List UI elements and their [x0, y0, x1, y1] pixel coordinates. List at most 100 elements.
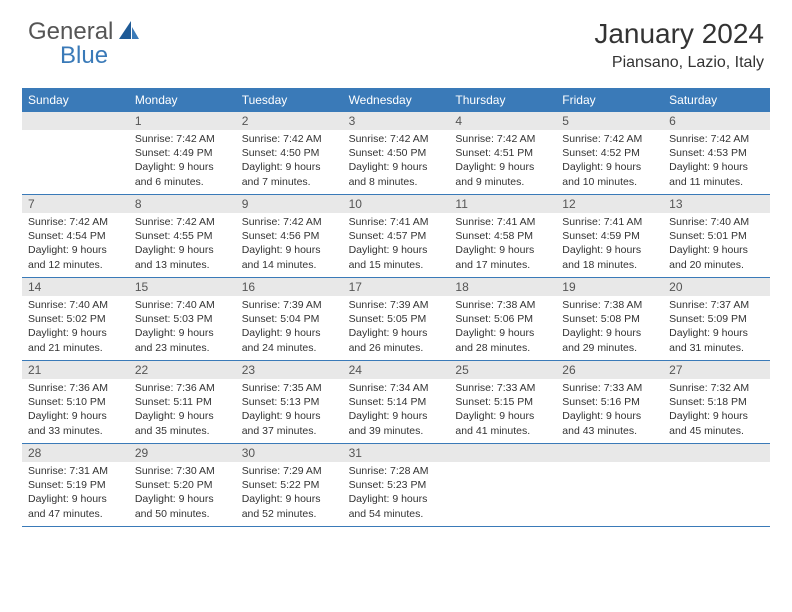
day-daylight1: Daylight: 9 hours: [349, 409, 444, 423]
day-daylight2: and 29 minutes.: [562, 341, 657, 355]
day-daylight2: and 17 minutes.: [455, 258, 550, 272]
day-number: 15: [129, 278, 236, 296]
day-number: 12: [556, 195, 663, 213]
day-sunset: Sunset: 5:16 PM: [562, 395, 657, 409]
day-daylight1: Daylight: 9 hours: [669, 160, 764, 174]
day-sunrise: Sunrise: 7:41 AM: [562, 215, 657, 229]
day-sunset: Sunset: 5:13 PM: [242, 395, 337, 409]
day-header-friday: Friday: [556, 88, 663, 112]
day-info: Sunrise: 7:31 AMSunset: 5:19 PMDaylight:…: [22, 462, 129, 523]
day-sunset: Sunset: 5:11 PM: [135, 395, 230, 409]
day-info: Sunrise: 7:41 AMSunset: 4:58 PMDaylight:…: [449, 213, 556, 274]
day-daylight1: Daylight: 9 hours: [28, 326, 123, 340]
day-number: 11: [449, 195, 556, 213]
day-info: Sunrise: 7:42 AMSunset: 4:52 PMDaylight:…: [556, 130, 663, 191]
day-sunrise: Sunrise: 7:31 AM: [28, 464, 123, 478]
day-daylight1: Daylight: 9 hours: [455, 326, 550, 340]
day-sunset: Sunset: 4:58 PM: [455, 229, 550, 243]
day-sunset: Sunset: 5:08 PM: [562, 312, 657, 326]
day-sunset: Sunset: 4:55 PM: [135, 229, 230, 243]
day-sunrise: Sunrise: 7:35 AM: [242, 381, 337, 395]
day-daylight1: Daylight: 9 hours: [455, 243, 550, 257]
day-daylight1: Daylight: 9 hours: [135, 243, 230, 257]
weeks-container: 1Sunrise: 7:42 AMSunset: 4:49 PMDaylight…: [22, 112, 770, 527]
day-daylight1: Daylight: 9 hours: [455, 409, 550, 423]
day-info: Sunrise: 7:42 AMSunset: 4:53 PMDaylight:…: [663, 130, 770, 191]
day-daylight2: and 6 minutes.: [135, 175, 230, 189]
day-daylight1: Daylight: 9 hours: [135, 492, 230, 506]
day-info: Sunrise: 7:30 AMSunset: 5:20 PMDaylight:…: [129, 462, 236, 523]
day-cell: 7Sunrise: 7:42 AMSunset: 4:54 PMDaylight…: [22, 195, 129, 277]
day-number: 20: [663, 278, 770, 296]
day-cell: 31Sunrise: 7:28 AMSunset: 5:23 PMDayligh…: [343, 444, 450, 526]
calendar: Sunday Monday Tuesday Wednesday Thursday…: [22, 88, 770, 527]
day-daylight1: Daylight: 9 hours: [455, 160, 550, 174]
day-cell: 12Sunrise: 7:41 AMSunset: 4:59 PMDayligh…: [556, 195, 663, 277]
day-cell: 16Sunrise: 7:39 AMSunset: 5:04 PMDayligh…: [236, 278, 343, 360]
header: General Blue January 2024 Piansano, Lazi…: [0, 0, 792, 80]
day-daylight2: and 31 minutes.: [669, 341, 764, 355]
title-block: January 2024 Piansano, Lazio, Italy: [594, 18, 764, 72]
day-number: 1: [129, 112, 236, 130]
day-cell: 14Sunrise: 7:40 AMSunset: 5:02 PMDayligh…: [22, 278, 129, 360]
day-sunset: Sunset: 5:15 PM: [455, 395, 550, 409]
logo: General Blue: [28, 18, 143, 46]
day-sunrise: Sunrise: 7:38 AM: [562, 298, 657, 312]
day-sunset: Sunset: 5:01 PM: [669, 229, 764, 243]
day-daylight2: and 8 minutes.: [349, 175, 444, 189]
day-sunrise: Sunrise: 7:32 AM: [669, 381, 764, 395]
day-number-empty: [22, 112, 129, 130]
day-daylight2: and 47 minutes.: [28, 507, 123, 521]
day-number: 10: [343, 195, 450, 213]
day-cell: 4Sunrise: 7:42 AMSunset: 4:51 PMDaylight…: [449, 112, 556, 194]
day-sunset: Sunset: 4:52 PM: [562, 146, 657, 160]
day-number: 24: [343, 361, 450, 379]
day-number: 19: [556, 278, 663, 296]
day-cell: 20Sunrise: 7:37 AMSunset: 5:09 PMDayligh…: [663, 278, 770, 360]
day-sunset: Sunset: 5:14 PM: [349, 395, 444, 409]
day-number: 18: [449, 278, 556, 296]
day-daylight1: Daylight: 9 hours: [28, 492, 123, 506]
day-info: Sunrise: 7:36 AMSunset: 5:11 PMDaylight:…: [129, 379, 236, 440]
day-daylight2: and 26 minutes.: [349, 341, 444, 355]
day-info: Sunrise: 7:35 AMSunset: 5:13 PMDaylight:…: [236, 379, 343, 440]
day-info: Sunrise: 7:38 AMSunset: 5:08 PMDaylight:…: [556, 296, 663, 357]
day-sunset: Sunset: 5:03 PM: [135, 312, 230, 326]
day-daylight2: and 39 minutes.: [349, 424, 444, 438]
day-cell: 10Sunrise: 7:41 AMSunset: 4:57 PMDayligh…: [343, 195, 450, 277]
day-daylight2: and 24 minutes.: [242, 341, 337, 355]
day-sunrise: Sunrise: 7:33 AM: [562, 381, 657, 395]
day-header-thursday: Thursday: [449, 88, 556, 112]
day-cell: [556, 444, 663, 526]
day-header-monday: Monday: [129, 88, 236, 112]
day-daylight2: and 33 minutes.: [28, 424, 123, 438]
day-sunrise: Sunrise: 7:40 AM: [135, 298, 230, 312]
day-cell: 24Sunrise: 7:34 AMSunset: 5:14 PMDayligh…: [343, 361, 450, 443]
day-cell: [449, 444, 556, 526]
day-sunset: Sunset: 4:59 PM: [562, 229, 657, 243]
day-sunrise: Sunrise: 7:33 AM: [455, 381, 550, 395]
day-sunrise: Sunrise: 7:42 AM: [669, 132, 764, 146]
day-cell: 22Sunrise: 7:36 AMSunset: 5:11 PMDayligh…: [129, 361, 236, 443]
day-daylight2: and 50 minutes.: [135, 507, 230, 521]
day-daylight1: Daylight: 9 hours: [242, 160, 337, 174]
day-sunset: Sunset: 5:06 PM: [455, 312, 550, 326]
day-sunrise: Sunrise: 7:42 AM: [135, 215, 230, 229]
day-number-empty: [663, 444, 770, 462]
day-daylight1: Daylight: 9 hours: [669, 243, 764, 257]
day-sunset: Sunset: 5:09 PM: [669, 312, 764, 326]
day-sunrise: Sunrise: 7:39 AM: [242, 298, 337, 312]
day-info: Sunrise: 7:42 AMSunset: 4:49 PMDaylight:…: [129, 130, 236, 191]
day-number: 23: [236, 361, 343, 379]
day-daylight2: and 43 minutes.: [562, 424, 657, 438]
location: Piansano, Lazio, Italy: [594, 54, 764, 72]
day-info: Sunrise: 7:42 AMSunset: 4:51 PMDaylight:…: [449, 130, 556, 191]
day-cell: 18Sunrise: 7:38 AMSunset: 5:06 PMDayligh…: [449, 278, 556, 360]
day-sunset: Sunset: 5:22 PM: [242, 478, 337, 492]
day-sunrise: Sunrise: 7:36 AM: [135, 381, 230, 395]
day-info: Sunrise: 7:42 AMSunset: 4:54 PMDaylight:…: [22, 213, 129, 274]
day-cell: 8Sunrise: 7:42 AMSunset: 4:55 PMDaylight…: [129, 195, 236, 277]
day-daylight2: and 18 minutes.: [562, 258, 657, 272]
day-info: Sunrise: 7:39 AMSunset: 5:05 PMDaylight:…: [343, 296, 450, 357]
day-number: 21: [22, 361, 129, 379]
